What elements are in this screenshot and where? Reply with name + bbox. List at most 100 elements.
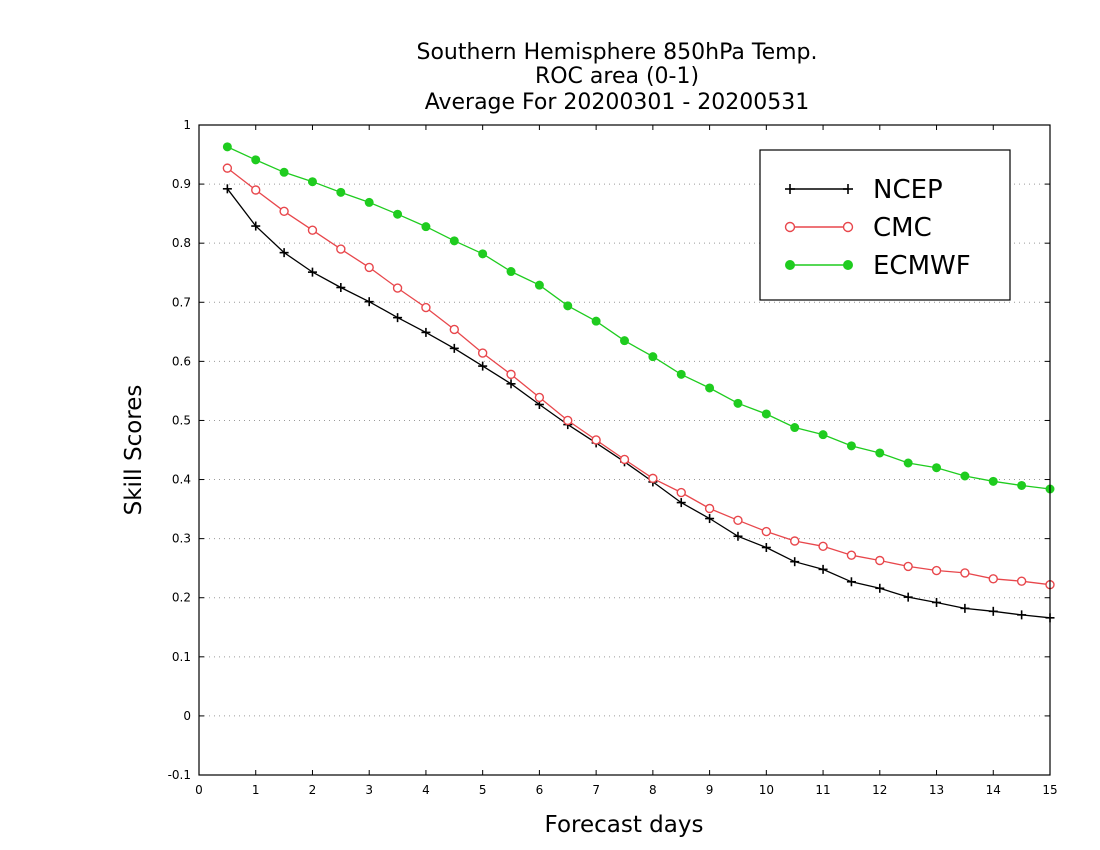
point-cmc-25	[931, 565, 942, 576]
point-ecmwf-23	[875, 448, 885, 458]
series-line-ecmwf	[227, 146, 1051, 490]
point-cmc-3	[307, 225, 318, 235]
point-cmc-0	[222, 163, 233, 173]
y-tick-label-9: 0.8	[172, 236, 191, 250]
point-ncep-16	[676, 498, 686, 508]
series-line-ncep	[226, 188, 1051, 619]
point-ecmwf-15	[648, 352, 658, 362]
x-tick-label-9: 9	[706, 783, 714, 797]
point-cmc-12	[563, 415, 573, 426]
point-cmc-21	[818, 541, 828, 552]
point-ncep-7	[421, 327, 431, 337]
point-cmc-17	[704, 503, 715, 514]
y-tick-label-11: 1	[183, 118, 191, 132]
series-cmc	[222, 163, 1055, 590]
legend-label-ecmwf: ECMWF	[873, 251, 971, 281]
point-ecmwf-10	[506, 267, 516, 277]
grid	[199, 183, 1050, 717]
x-tick-label-1: 1	[252, 783, 260, 797]
point-cmc-19	[761, 526, 772, 537]
point-ncep-19	[761, 543, 771, 552]
x-tick-label-3: 3	[365, 783, 373, 797]
series-ecmwf	[222, 142, 1055, 494]
x-tick-label-2: 2	[309, 783, 317, 797]
series-layer	[222, 142, 1055, 623]
point-cmc-22	[846, 550, 857, 560]
axis-ticks: -0.100.10.20.30.40.50.60.70.80.910 1 2 3 4 5 6…	[168, 118, 1058, 797]
point-ncep-27	[988, 606, 998, 616]
point-ncep-18	[733, 531, 743, 541]
point-ecmwf-4	[336, 187, 346, 197]
x-tick-label-7: 7	[592, 783, 600, 797]
y-tick-label-5: 0.4	[172, 473, 191, 487]
x-tick-label-6: 6	[536, 783, 544, 797]
series-line-cmc	[227, 167, 1051, 586]
point-cmc-2	[279, 206, 289, 216]
x-tick-label-11: 11	[815, 783, 830, 797]
point-ecmwf-11	[534, 280, 544, 290]
point-ecmwf-6	[393, 209, 403, 219]
point-ecmwf-14	[620, 336, 629, 346]
legend: NCEP CMC ECMWF	[759, 149, 1011, 301]
series-ncep	[222, 184, 1055, 623]
point-cmc-18	[733, 515, 743, 526]
point-cmc-5	[364, 262, 374, 273]
point-ncep-28	[1017, 610, 1027, 620]
point-ecmwf-9	[478, 249, 488, 259]
point-cmc-20	[790, 536, 800, 546]
point-ncep-24	[903, 592, 913, 602]
legend-marker-start-ecmwf	[785, 260, 795, 270]
point-ncep-10	[506, 379, 516, 389]
legend-marker-start-ncep	[785, 184, 795, 194]
point-cmc-27	[988, 574, 998, 584]
point-ecmwf-5	[364, 197, 374, 207]
point-ncep-22	[846, 577, 856, 587]
y-tick-label-3: 0.2	[172, 591, 191, 605]
point-ecmwf-21	[818, 430, 828, 440]
x-tick-label-13: 13	[929, 783, 944, 797]
point-ncep-23	[875, 583, 885, 593]
point-ncep-1	[251, 221, 261, 231]
y-tick-label-4: 0.3	[172, 532, 191, 546]
point-ncep-5	[364, 297, 374, 307]
point-ncep-17	[705, 514, 715, 524]
point-ecmwf-7	[421, 222, 431, 232]
point-ecmwf-28	[1017, 480, 1027, 490]
point-cmc-6	[392, 283, 403, 293]
point-ncep-8	[449, 343, 459, 353]
y-tick-label-7: 0.6	[172, 354, 191, 368]
point-cmc-11	[534, 392, 545, 403]
x-tick-label-8: 8	[649, 783, 657, 797]
point-ecmwf-25	[932, 463, 942, 473]
legend-marker-end-ecmwf	[843, 260, 853, 270]
point-cmc-14	[619, 454, 630, 465]
legend-label-cmc: CMC	[873, 213, 932, 243]
title-line-1: Southern Hemisphere 850hPa Temp.	[417, 40, 818, 65]
legend-marker-end-cmc	[842, 221, 854, 233]
point-cmc-15	[648, 473, 658, 484]
point-ecmwf-0	[222, 142, 232, 152]
y-tick-label-0: -0.1	[168, 768, 191, 782]
title-line-3: Average For 20200301 - 20200531	[425, 90, 810, 115]
point-ncep-26	[960, 603, 970, 613]
point-ncep-4	[336, 283, 346, 292]
y-tick-label-6: 0.5	[172, 413, 191, 427]
y-tick-label-8: 0.7	[172, 295, 191, 309]
point-cmc-9	[477, 348, 488, 358]
point-ncep-25	[932, 597, 942, 607]
point-ncep-20	[790, 557, 800, 567]
chart-title: Southern Hemisphere 850hPa Temp. ROC are…	[417, 40, 818, 115]
point-cmc-28	[1016, 576, 1027, 586]
point-cmc-4	[336, 244, 346, 254]
legend-marker-end-ncep	[843, 184, 853, 194]
x-tick-label-5: 5	[479, 783, 487, 797]
point-cmc-8	[449, 324, 459, 335]
point-ecmwf-26	[960, 471, 970, 481]
point-ecmwf-22	[846, 441, 856, 451]
legend-box	[759, 149, 1011, 301]
y-tick-label-1: 0	[183, 709, 191, 723]
point-ncep-0	[222, 184, 232, 194]
point-cmc-16	[676, 487, 686, 498]
legend-item-ncep: NCEP	[785, 175, 943, 205]
